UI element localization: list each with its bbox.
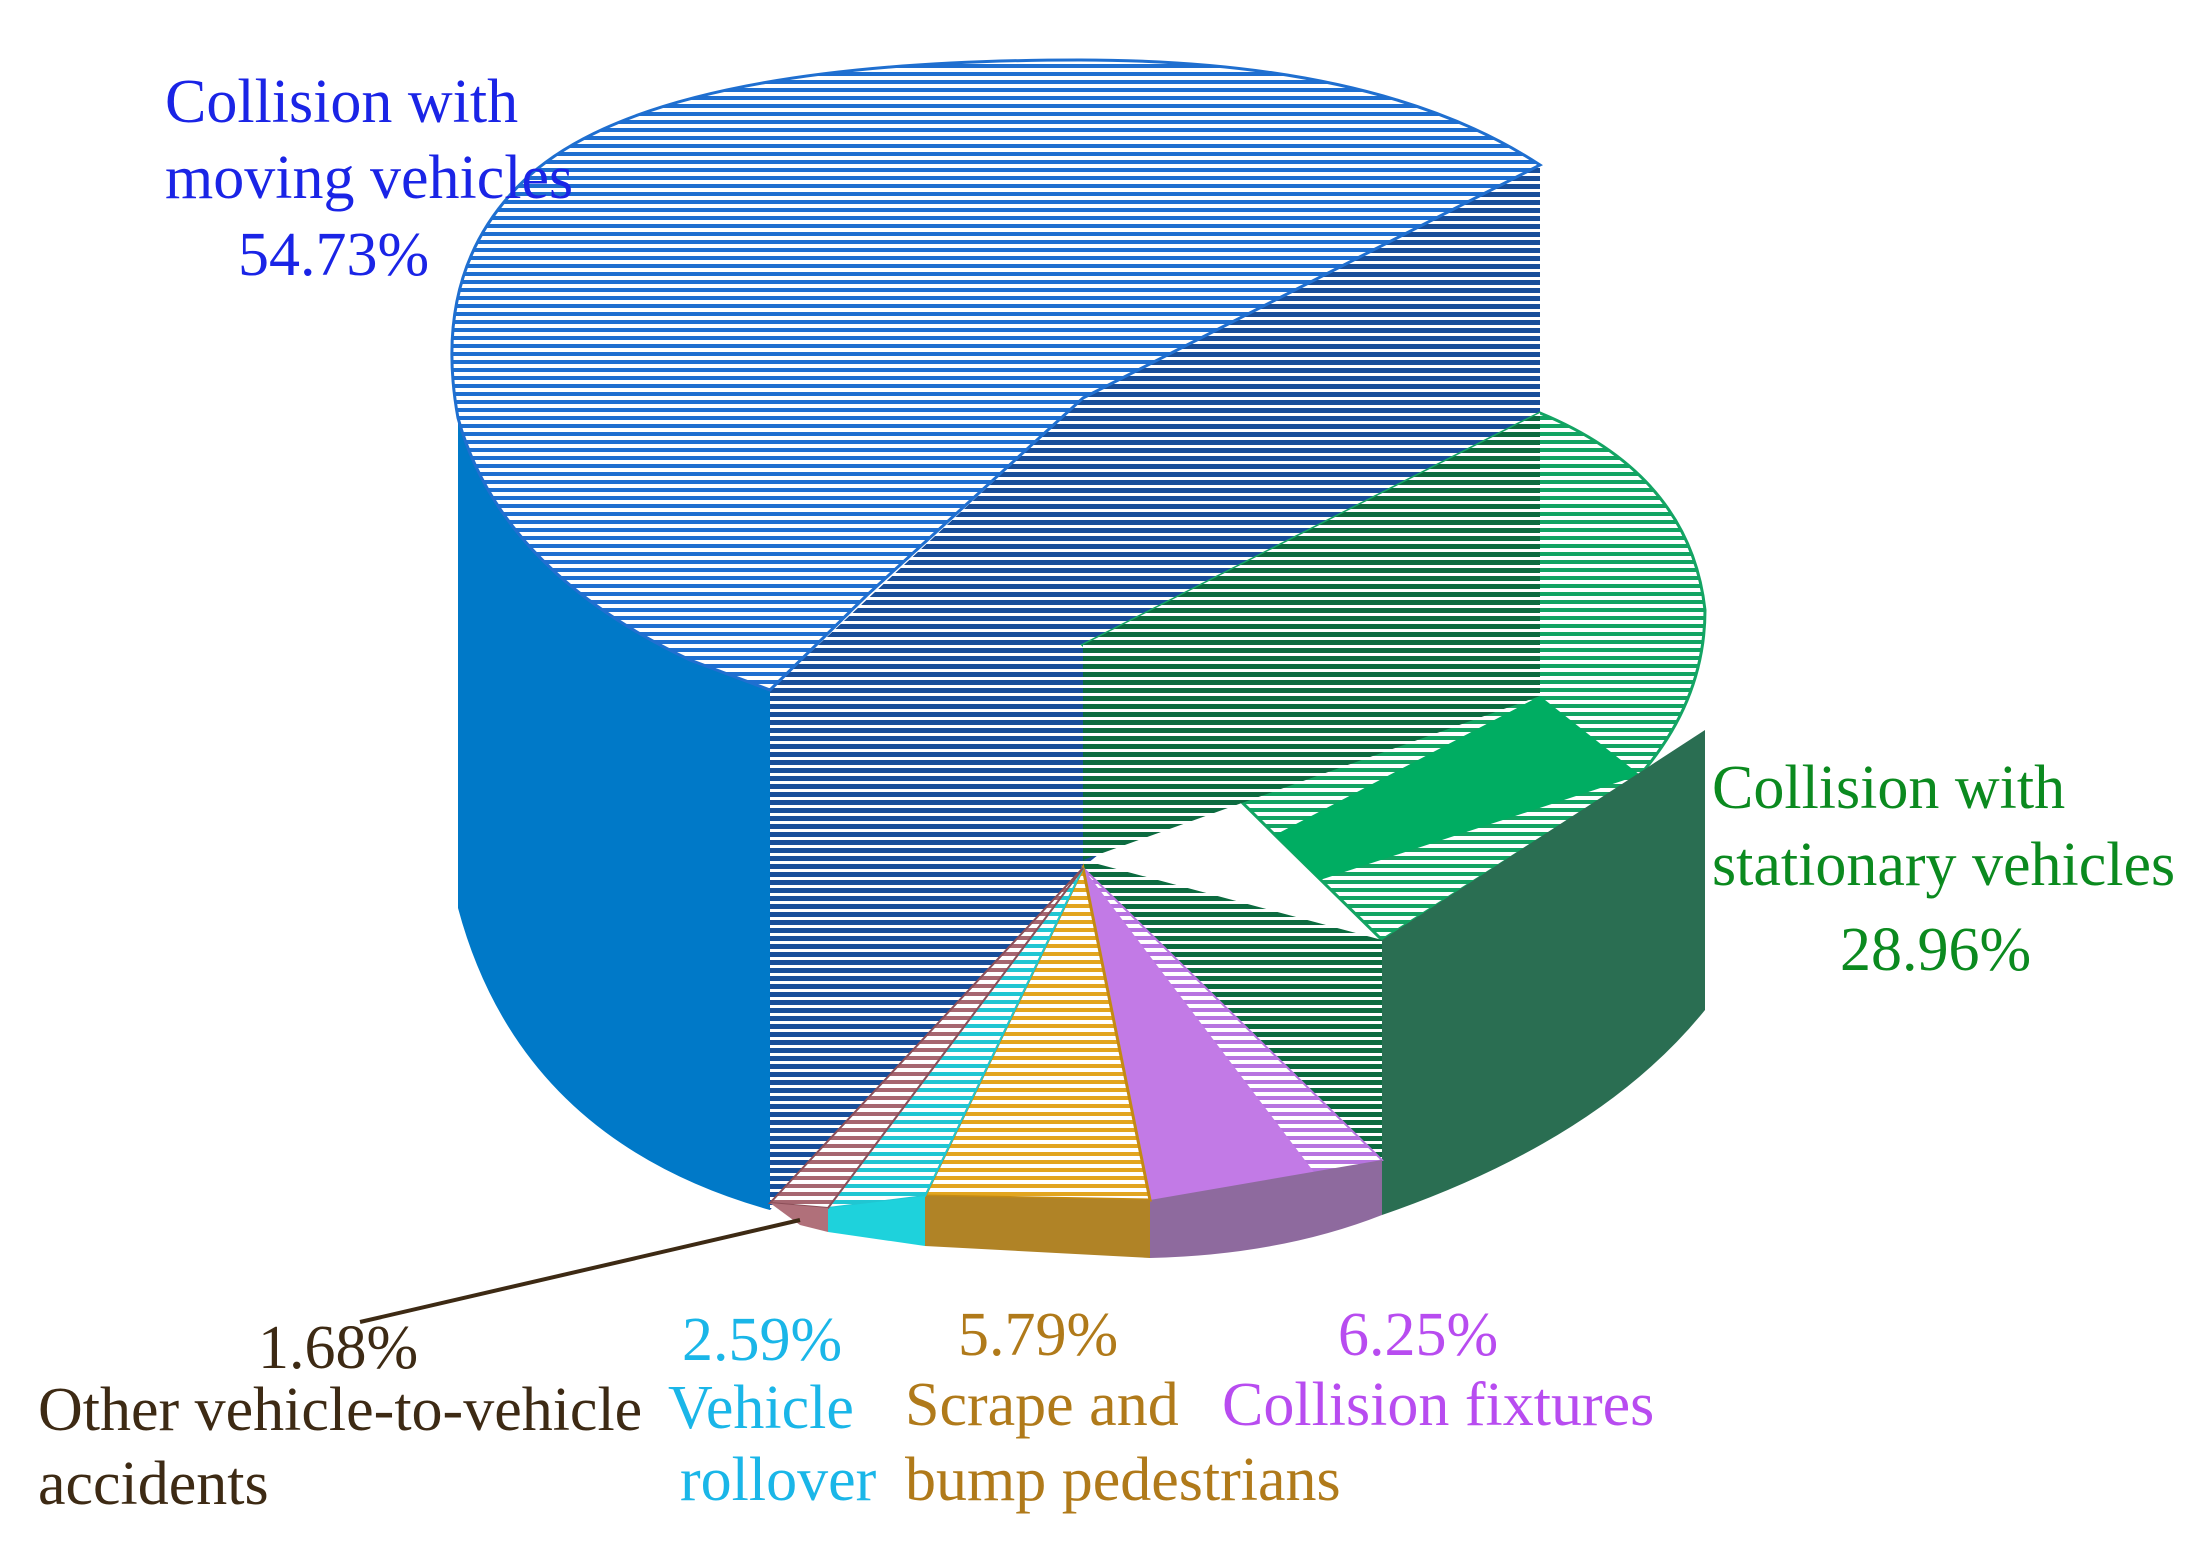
label-collision-moving-vehicles: Collision with moving vehicles 54.73% bbox=[165, 68, 573, 289]
slice-inner-wall-light bbox=[1275, 696, 1640, 880]
slice-outer-wall bbox=[1150, 1160, 1382, 1258]
slice-name-line: Collision fixtures bbox=[1222, 1371, 1654, 1439]
slice-value-label: 54.73% bbox=[238, 221, 429, 289]
slice-outer-wall bbox=[770, 1203, 828, 1232]
slice-outer-wall bbox=[1382, 730, 1705, 1215]
slice-value-label: 5.79% bbox=[958, 1301, 1118, 1369]
slice-top-face bbox=[450, 58, 1543, 692]
label-collision-stationary-vehicles: Collision with stationary vehicles 28.96… bbox=[1712, 754, 2175, 984]
slice-outer-wall bbox=[458, 418, 770, 1210]
slice-value-label: 1.68% bbox=[258, 1314, 418, 1382]
slice-name-line: Collision with bbox=[1712, 754, 2065, 822]
slice-value-label: 2.59% bbox=[682, 1306, 842, 1374]
slice-name-line: rollover bbox=[680, 1446, 877, 1514]
label-collision-fixtures: 6.25% Collision fixtures bbox=[1222, 1301, 1654, 1439]
slice-scrape-bump-pedestrians bbox=[922, 863, 1152, 1258]
label-other-vehicle-accidents: 1.68% Other vehicle-to-vehicle accidents bbox=[38, 1314, 642, 1518]
slice-front-wall bbox=[770, 398, 1083, 1210]
slice-outer-wall bbox=[925, 1196, 1150, 1258]
slice-name-line: moving vehicles bbox=[165, 144, 573, 212]
slice-collision-fixtures bbox=[1081, 865, 1384, 1258]
slice-name-line: Collision with bbox=[165, 68, 518, 136]
label-vehicle-rollover: 2.59% Vehicle rollover bbox=[668, 1306, 877, 1514]
slice-collision-moving-vehicles bbox=[0, 58, 1543, 1290]
leader-line-other-vehicle-accidents bbox=[359, 1218, 801, 1324]
slice-name-line: Other vehicle-to-vehicle bbox=[38, 1376, 642, 1444]
slice-front-wall bbox=[1083, 860, 1382, 1160]
slice-outer-wall bbox=[828, 1196, 925, 1246]
slice-other-vehicle-accidents bbox=[767, 867, 1084, 1232]
slice-name-line: bump pedestrians bbox=[905, 1446, 1341, 1514]
slice-value-label: 28.96% bbox=[1840, 916, 2031, 984]
slice-name-line: Scrape and bbox=[905, 1371, 1179, 1439]
slice-name-line: stationary vehicles bbox=[1712, 831, 2175, 899]
slice-side bbox=[1083, 868, 1320, 1200]
slice-collision-stationary-vehicles bbox=[1080, 411, 1707, 1215]
slice-name-line: Vehicle bbox=[668, 1374, 854, 1442]
slice-inner-wall bbox=[1083, 413, 1540, 860]
slice-name-line: accidents bbox=[38, 1450, 269, 1518]
slice-value-label: 6.25% bbox=[1338, 1301, 1498, 1369]
label-scrape-bump-pedestrians: 5.79% Scrape and bump pedestrians bbox=[905, 1301, 1341, 1514]
